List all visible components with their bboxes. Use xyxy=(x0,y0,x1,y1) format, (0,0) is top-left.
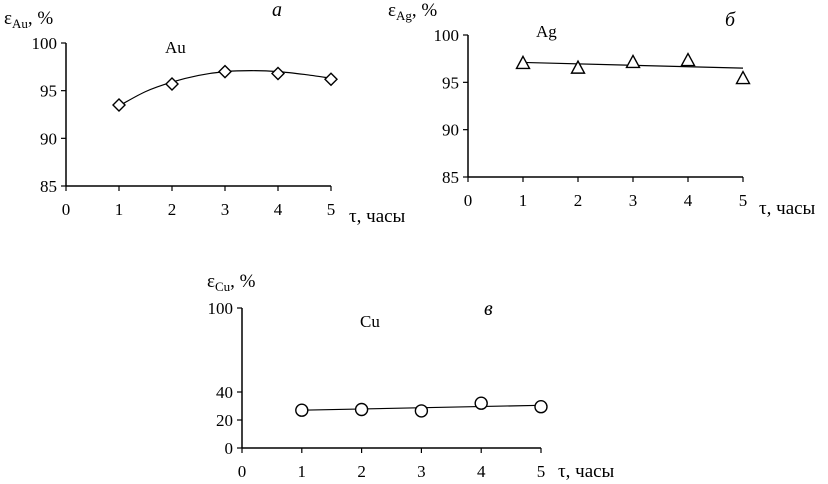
data-point-a-3 xyxy=(218,64,232,79)
data-point-c-3 xyxy=(414,404,429,418)
x-tick-label-a-4: 4 xyxy=(274,200,283,219)
x-tick-label-b-0: 0 xyxy=(464,191,473,210)
y-tick-label-c-0: 0 xyxy=(225,439,234,458)
panel-b-x-label: τ, часы xyxy=(759,198,816,219)
data-point-a-5 xyxy=(324,72,338,87)
x-tick-label-b-4: 4 xyxy=(684,191,693,210)
x-tick-label-a-5: 5 xyxy=(327,200,336,219)
panel-a-label: а xyxy=(272,0,282,21)
panel-c-series-label: Cu xyxy=(360,312,380,331)
plot-b: 85 90 95 100 0 1 2 3 4 5 xyxy=(434,26,751,210)
x-tick-label-b-2: 2 xyxy=(574,191,583,210)
data-point-b-4 xyxy=(680,52,696,67)
y-tick-label-b-100: 100 xyxy=(434,26,460,45)
y-tick-label-b-90: 90 xyxy=(442,121,459,140)
data-point-c-1 xyxy=(295,403,309,417)
y-tick-label-c-40: 40 xyxy=(216,383,233,402)
data-point-c-2 xyxy=(354,402,369,417)
panel-b-label: б xyxy=(725,9,736,31)
x-tick-label-b-5: 5 xyxy=(739,191,748,210)
panel-b-y-label: εAg, % xyxy=(388,0,437,23)
y-tick-label-c-20: 20 xyxy=(216,411,233,430)
panel-c: εCu, % в Cu τ, часы xyxy=(207,271,615,482)
x-tick-label-c-0: 0 xyxy=(238,462,247,481)
x-tick-label-a-3: 3 xyxy=(221,200,230,219)
panel-a-series-label: Au xyxy=(165,38,186,57)
panel-c-y-label: εCu, % xyxy=(207,271,256,294)
panel-a: εAu, % а Au τ, часы xyxy=(4,0,406,227)
panel-b: εAg, % б Ag τ, часы xyxy=(388,0,816,219)
data-point-c-5 xyxy=(534,400,548,414)
x-tick-label-b-1: 1 xyxy=(519,191,528,210)
x-tick-label-c-1: 1 xyxy=(298,462,307,481)
x-tick-label-c-5: 5 xyxy=(537,462,546,481)
panel-c-x-label: τ, часы xyxy=(558,461,615,482)
data-point-a-1 xyxy=(112,97,126,112)
y-tick-label-c-100: 100 xyxy=(208,299,234,318)
data-point-b-2 xyxy=(570,59,586,74)
panel-b-series-label: Ag xyxy=(536,22,557,41)
data-point-b-1 xyxy=(515,54,531,70)
panel-a-x-label: τ, часы xyxy=(349,206,406,227)
data-point-a-2 xyxy=(165,77,179,91)
data-point-b-3 xyxy=(625,53,641,69)
panel-c-label: в xyxy=(484,298,493,320)
y-tick-label-a-100: 100 xyxy=(32,34,58,53)
x-tick-label-a-2: 2 xyxy=(168,200,177,219)
x-tick-label-b-3: 3 xyxy=(629,191,638,210)
plot-areas: 85 90 95 100 0 1 2 3 4 5 85 90 95 100 0 1 2 3 4 5 0 20 40 100 0 1… xyxy=(32,26,751,481)
data-point-c-4 xyxy=(474,396,488,410)
data-point-a-4 xyxy=(271,66,285,81)
x-tick-label-c-2: 2 xyxy=(357,462,366,481)
panel-a-y-label: εAu, % xyxy=(4,8,53,31)
y-tick-label-b-95: 95 xyxy=(442,73,459,92)
x-tick-label-a-1: 1 xyxy=(115,200,124,219)
y-tick-label-b-85: 85 xyxy=(442,168,459,187)
x-tick-label-a-0: 0 xyxy=(62,200,71,219)
data-point-b-5 xyxy=(735,70,751,85)
x-tick-label-c-3: 3 xyxy=(417,462,426,481)
plot-c: 0 20 40 100 0 1 2 3 4 5 xyxy=(208,299,548,481)
y-tick-label-a-85: 85 xyxy=(40,177,57,196)
plot-a: 85 90 95 100 0 1 2 3 4 5 xyxy=(32,34,338,219)
y-tick-label-a-95: 95 xyxy=(40,82,57,101)
x-tick-label-c-4: 4 xyxy=(477,462,486,481)
y-tick-label-a-90: 90 xyxy=(40,129,57,148)
